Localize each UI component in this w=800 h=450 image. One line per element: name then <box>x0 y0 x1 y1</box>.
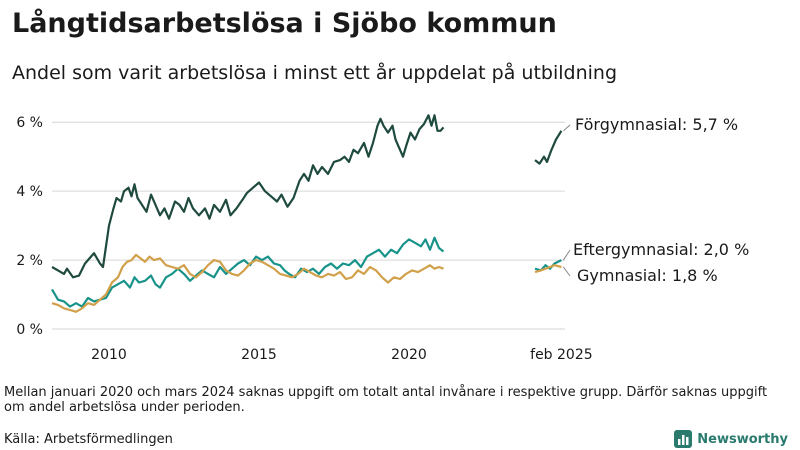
chart-title: Långtidsarbetslösa i Sjöbo kommun <box>12 8 557 39</box>
x-tick-label-0: 2010 <box>91 347 127 363</box>
x-tick-label-3: feb 2025 <box>530 347 593 363</box>
chart-subtitle: Andel som varit arbetslösa i minst ett å… <box>12 62 618 84</box>
chart-note: Mellan januari 2020 och mars 2024 saknas… <box>4 385 768 415</box>
eftergymnasial-line-segment-0 <box>51 236 445 308</box>
bar-chart-icon <box>674 430 693 448</box>
förgymnasial-line-segment-0 <box>51 114 445 279</box>
gymnasial-line-segment-0 <box>51 253 444 313</box>
gymnasial-end-label: Gymnasial: 1,8 % <box>577 266 718 285</box>
x-axis: 2010 2015 2020 feb 2025 <box>91 347 592 363</box>
y-tick-label-0: 0 % <box>16 322 43 338</box>
x-tick-label-2: 2020 <box>391 347 427 363</box>
gridlines <box>52 121 565 330</box>
series-end-labels: Förgymnasial: 5,7 % Eftergymnasial: 2,0 %… <box>562 115 749 285</box>
eftergymnasial-end-label: Eftergymnasial: 2,0 % <box>573 240 749 259</box>
x-tick-label-1: 2015 <box>241 347 277 363</box>
förgymnasial-line-segment-1 <box>534 130 563 165</box>
gymnasial-line-segment-1 <box>534 264 562 274</box>
newsworthy-logo[interactable]: Newsworthy <box>674 430 788 448</box>
y-tick-label-2: 2 % <box>16 253 43 269</box>
förgymnasial-label-leader <box>563 124 571 132</box>
chart-source: Källa: Arbetsförmedlingen <box>4 432 173 447</box>
y-axis: 0 % 2 % 4 % 6 % <box>16 115 43 338</box>
gymnasial-label-leader <box>562 266 571 277</box>
y-tick-label-4: 4 % <box>16 184 43 200</box>
series-lines <box>51 114 563 313</box>
y-tick-label-6: 6 % <box>16 115 43 131</box>
line-chart: 0 % 2 % 4 % 6 % 2010 2015 2020 feb 2025 Förgym… <box>16 114 749 363</box>
eftergymnasial-label-leader <box>562 249 571 261</box>
brand-name: Newsworthy <box>697 431 788 447</box>
förgymnasial-end-label: Förgymnasial: 5,7 % <box>575 115 738 134</box>
